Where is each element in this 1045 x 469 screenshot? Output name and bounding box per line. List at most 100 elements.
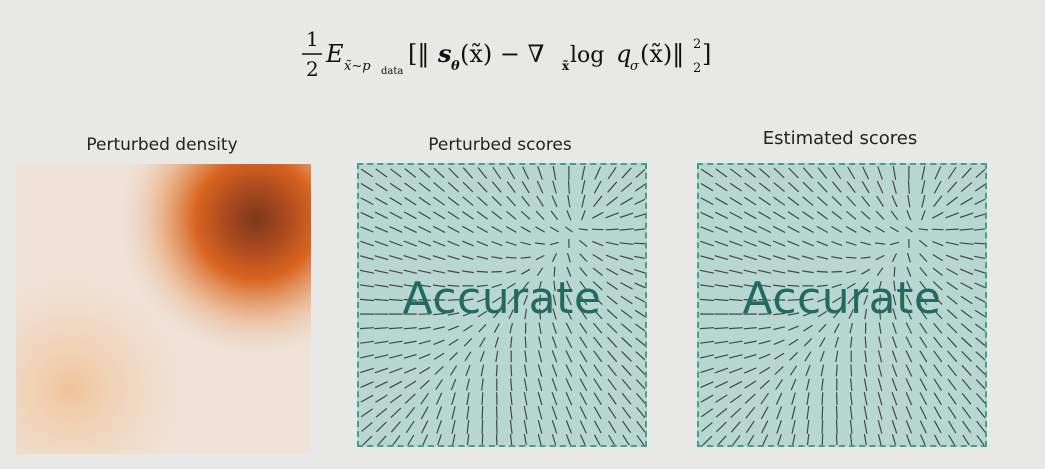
score-arrow [377,435,387,445]
score-arrow [959,242,974,245]
score-arrow [906,266,912,277]
perturbed-scores-panel: Accurate [357,163,647,447]
score-arrow [605,228,619,231]
score-arrow [892,165,897,181]
score-arrow [802,167,814,179]
score-arrow [593,434,601,445]
score-arrow [579,308,588,320]
score-arrow [551,420,558,434]
score-arrow [714,354,729,359]
score-arrow [891,378,898,392]
score-arrow [802,311,814,317]
score-arrow [579,434,586,445]
score-arrow [551,253,558,263]
score-arrow [581,165,586,181]
score-arrow [605,241,619,246]
score-arrow [567,180,570,194]
score-arrow [521,268,531,275]
score-arrow [891,253,898,263]
score-arrow [803,337,813,347]
score-arrow [729,394,742,404]
score-arrow [607,350,618,363]
score-arrow [447,181,460,193]
score-arrow [743,211,757,220]
score-arrow [450,378,457,391]
score-arrow [806,392,810,406]
score-arrow [551,364,558,377]
score-arrow [802,270,814,274]
score-arrow [860,210,871,220]
score-arrow [389,354,403,359]
score-arrow [714,284,729,288]
score-arrow [420,406,429,420]
score-arrow [831,210,843,220]
score-arrow [946,281,958,291]
score-arrow [579,364,588,377]
score-arrow [523,378,528,392]
score-arrow [579,350,588,363]
score-arrow [833,323,840,334]
score-arrow [700,340,714,344]
score-arrow [476,270,489,273]
score-arrow [729,226,743,233]
score-arrow [593,322,603,334]
score-arrow [919,294,928,306]
score-arrow [806,419,810,434]
score-arrow [933,336,943,348]
score-arrow [761,420,769,434]
score-arrow [700,168,714,178]
score-arrow [758,182,771,192]
score-arrow [976,420,985,433]
score-arrow [862,281,870,291]
score-arrow [744,393,756,404]
score-arrow [477,297,488,303]
score-arrow [933,350,943,363]
score-arrow [760,406,769,420]
score-arrow [419,167,431,179]
score-arrow [418,340,431,345]
score-arrow [360,408,374,418]
score-arrow [948,434,956,445]
score-arrow [932,240,944,247]
score-arrow [620,197,633,206]
score-arrow [495,433,498,445]
score-arrow [758,284,772,288]
score-arrow [891,350,898,363]
score-arrow [449,365,458,376]
score-arrow [466,406,470,420]
score-arrow [788,325,799,331]
score-arrow [552,294,557,306]
score-arrow [729,327,743,330]
score-arrow [860,256,871,259]
score-arrow [565,294,572,306]
score-arrow [418,255,432,261]
score-arrow [537,392,543,406]
score-arrow [405,420,415,434]
score-arrow [891,195,898,208]
score-arrow [491,210,503,220]
score-arrow [432,255,446,261]
score-arrow [879,294,881,306]
score-arrow [388,255,403,261]
score-arrow [537,378,543,392]
score-arrow [919,364,928,377]
score-arrow [403,327,417,330]
score-arrow [549,241,560,246]
score-arrow [447,240,460,247]
score-arrow [863,433,867,445]
score-arrow [447,284,460,287]
score-arrow [772,225,786,234]
score-arrow [845,225,857,233]
score-arrow [920,210,926,221]
score-arrow [619,212,634,219]
score-arrow [975,365,985,376]
score-arrow [374,240,389,247]
score-arrow [806,406,810,420]
score-arrow [505,241,517,246]
score-arrow [875,254,885,261]
score-arrow [974,183,985,192]
score-arrow [891,420,898,434]
score-arrow [362,435,373,445]
score-arrow [891,391,898,406]
score-arrow [849,322,854,334]
